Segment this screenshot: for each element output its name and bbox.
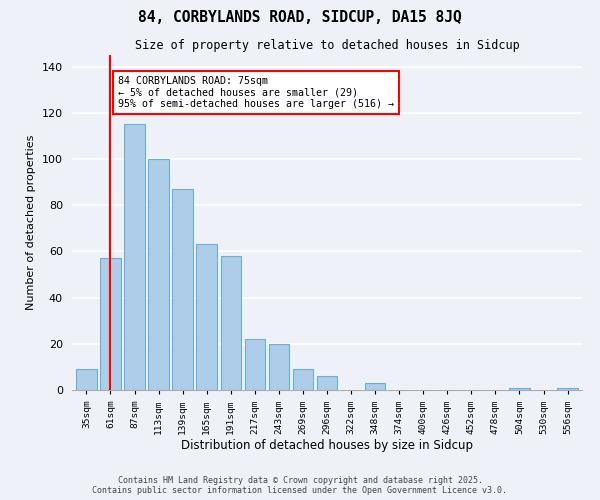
Bar (172, 189, 193, 390)
Title: Size of property relative to detached houses in Sidcup: Size of property relative to detached ho… (134, 40, 520, 52)
Bar (148, 159, 169, 390)
Bar (509, 388, 530, 390)
X-axis label: Distribution of detached houses by size in Sidcup: Distribution of detached houses by size … (181, 439, 473, 452)
Bar (365, 383, 385, 390)
Bar (100, 258, 121, 390)
Text: 84, CORBYLANDS ROAD, SIDCUP, DA15 8JQ: 84, CORBYLANDS ROAD, SIDCUP, DA15 8JQ (138, 10, 462, 25)
Bar (317, 376, 337, 390)
Y-axis label: Number of detached properties: Number of detached properties (26, 135, 36, 310)
Bar (196, 244, 217, 390)
Bar (269, 344, 289, 390)
Bar (557, 388, 578, 390)
Bar (124, 124, 145, 390)
Bar (245, 339, 265, 390)
Text: Contains HM Land Registry data © Crown copyright and database right 2025.
Contai: Contains HM Land Registry data © Crown c… (92, 476, 508, 495)
Bar (221, 256, 241, 390)
Bar (76, 369, 97, 390)
Text: 84 CORBYLANDS ROAD: 75sqm
← 5% of detached houses are smaller (29)
95% of semi-d: 84 CORBYLANDS ROAD: 75sqm ← 5% of detach… (118, 76, 394, 109)
Bar (293, 369, 313, 390)
